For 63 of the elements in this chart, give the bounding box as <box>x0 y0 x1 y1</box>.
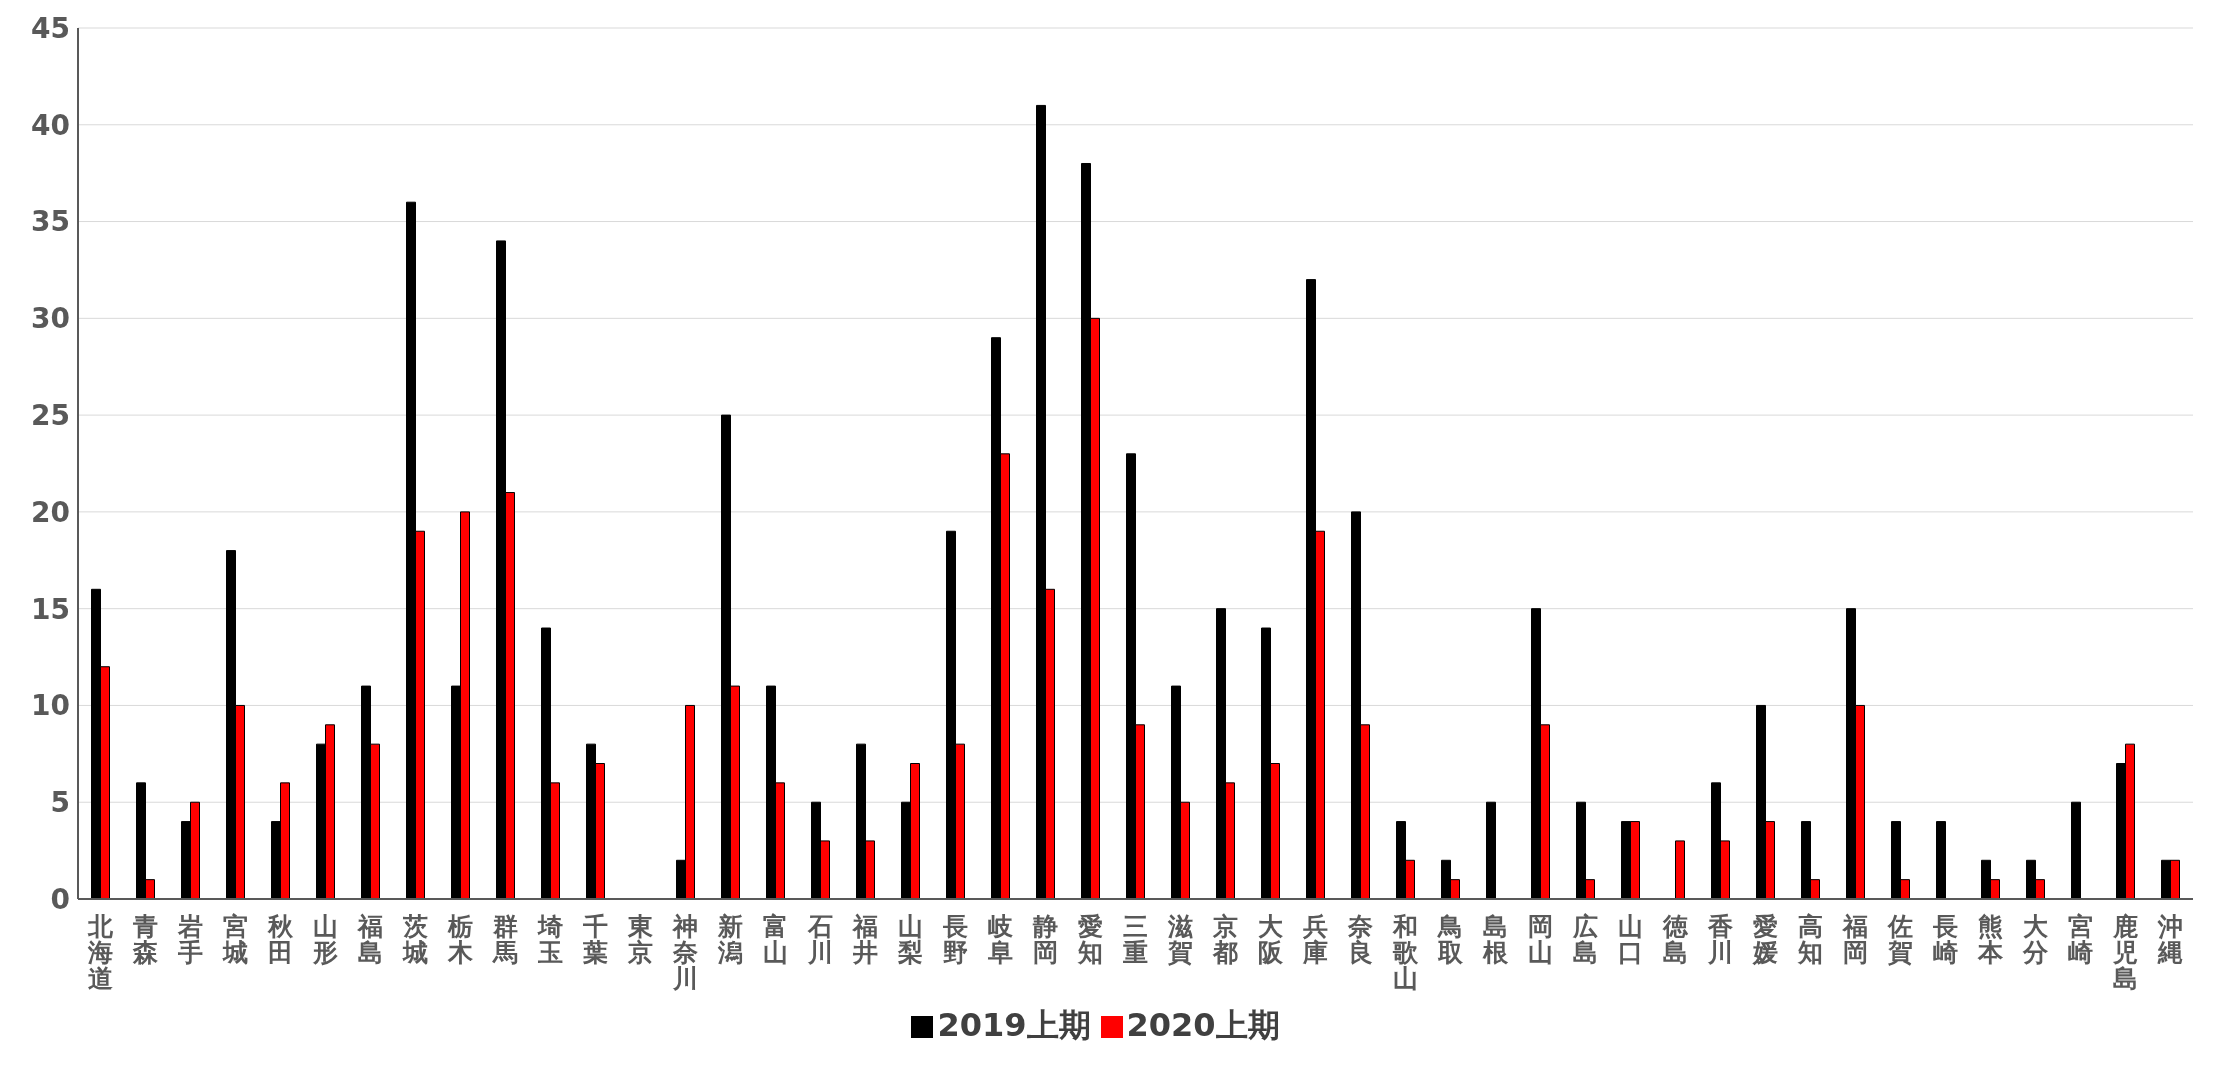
y-tick-label: 40 <box>31 108 70 142</box>
bar <box>2071 801 2081 899</box>
x-tick-label: 和歌山 <box>1392 912 1419 993</box>
x-tick-label: 宮崎 <box>2068 912 2093 967</box>
x-tick-label: 神奈川 <box>672 912 698 993</box>
x-tick-label: 島根 <box>1482 912 1509 967</box>
legend-label: 2020上期 <box>1126 1006 1280 1044</box>
bar <box>1936 821 1946 899</box>
x-tick-label: 石川 <box>807 912 833 967</box>
x-tick-label: 秋田 <box>267 912 294 967</box>
y-tick-label: 5 <box>50 786 70 820</box>
x-tick-label: 鹿児島 <box>2112 912 2138 993</box>
x-tick-label: 山口 <box>1618 912 1643 967</box>
x-tick-label: 三重 <box>1122 912 1148 967</box>
x-tick-label: 群馬 <box>492 912 518 967</box>
x-tick-label: 宮城 <box>222 912 248 967</box>
x-tick-label: 福岡 <box>1842 912 1868 967</box>
x-tick-label: 佐賀 <box>1887 912 1913 967</box>
y-tick-label: 30 <box>31 302 70 336</box>
x-tick-label: 鳥取 <box>1437 912 1464 967</box>
x-tick-label: 埼玉 <box>537 912 563 967</box>
x-tick-label: 長崎 <box>1932 912 1958 967</box>
x-tick-label: 愛知 <box>1077 912 1103 967</box>
y-tick-label: 45 <box>31 11 70 45</box>
x-tick-label: 兵庫 <box>1302 912 1328 967</box>
x-tick-label: 新潟 <box>717 912 743 967</box>
legend-label: 2019上期 <box>937 1006 1091 1044</box>
x-tick-label: 東京 <box>627 912 653 967</box>
x-tick-label: 千葉 <box>582 912 608 967</box>
x-tick-label: 徳島 <box>1662 912 1689 967</box>
x-tick-label: 奈良 <box>1347 912 1373 967</box>
x-tick-label: 福井 <box>852 912 878 967</box>
x-tick-label: 広島 <box>1572 912 1598 967</box>
y-tick-label: 15 <box>31 592 70 626</box>
y-tick-label: 35 <box>31 205 70 239</box>
x-tick-label: 大分 <box>2022 912 2049 967</box>
x-tick-label: 岐阜 <box>987 912 1013 967</box>
x-tick-label: 長野 <box>942 912 968 967</box>
x-tick-label: 青森 <box>132 912 158 967</box>
x-tick-label: 愛媛 <box>1752 912 1778 967</box>
x-tick-label: 北海道 <box>87 912 114 993</box>
y-tick-label: 25 <box>31 399 70 433</box>
y-tick-label: 20 <box>31 495 70 529</box>
bar <box>1675 840 1685 899</box>
x-tick-label: 茨城 <box>402 912 428 967</box>
x-tick-label: 富山 <box>763 912 788 967</box>
x-tick-label: 京都 <box>1212 912 1238 967</box>
x-tick-label: 香川 <box>1707 912 1733 967</box>
x-tick-label: 高知 <box>1797 912 1823 967</box>
x-tick-label: 岡山 <box>1528 912 1553 967</box>
x-tick-label: 栃木 <box>447 912 474 967</box>
x-tick-label: 滋賀 <box>1167 912 1193 967</box>
x-tick-label: 静岡 <box>1032 912 1058 967</box>
x-tick-label: 岩手 <box>177 912 203 967</box>
x-tick-label: 福島 <box>357 912 383 967</box>
y-tick-label: 10 <box>31 689 70 723</box>
x-tick-label: 沖縄 <box>2157 912 2183 967</box>
x-tick-label: 山梨 <box>897 912 923 967</box>
y-tick-label: 0 <box>50 882 70 916</box>
bar <box>1486 801 1496 899</box>
x-tick-label: 熊本 <box>1977 912 2004 967</box>
x-tick-label: 大阪 <box>1258 912 1284 967</box>
x-tick-label: 山形 <box>312 912 338 967</box>
